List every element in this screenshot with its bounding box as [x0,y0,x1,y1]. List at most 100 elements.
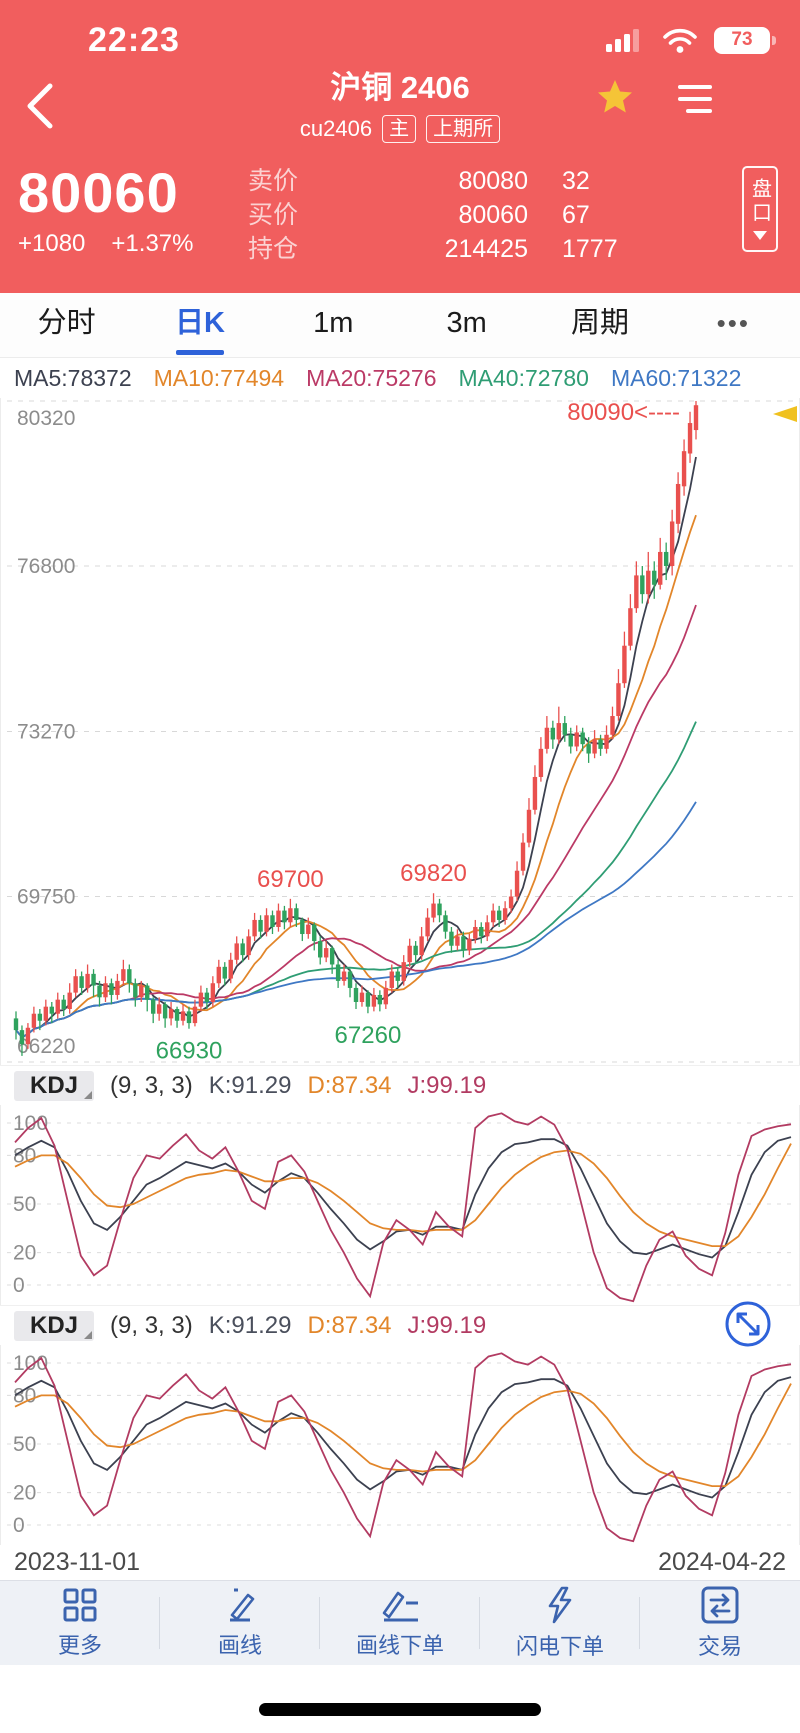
svg-text:80: 80 [13,1144,36,1167]
last-price: 80060 [18,161,179,224]
tab-minute[interactable]: 分时 [37,307,96,339]
quote-area: 80060 +1080 +1.37% 卖价 80080 32 买价 80060 … [0,162,800,282]
kdj-header-2: KDJ (9, 3, 3) K:91.29 D:87.34 J:99.19 [0,1301,800,1347]
wifi-icon [663,28,697,53]
grid-icon [63,1588,97,1621]
battery-icon: 73 [714,26,776,54]
svg-text:0: 0 [13,1274,25,1297]
open-interest-label: 持仓 [248,235,299,263]
ask-price: 80080 [458,167,528,195]
svg-text:69820: 69820 [400,860,467,887]
svg-text:80320: 80320 [17,407,75,430]
kdj-chart-frame-1: 100 80 50 20 0 [0,1105,800,1305]
ma5-value: MA5:78372 [14,364,132,391]
change-percent: +1.37% [111,230,194,257]
draw-line-label: 画线 [217,1632,262,1658]
kdj-chart-2[interactable]: 100 80 50 20 0 [1,1345,799,1545]
draw-line-order-button[interactable]: 画线下单 [320,1581,480,1665]
kdj-chart-1[interactable]: 100 80 50 20 0 [1,1105,799,1305]
star-icon [598,80,632,113]
candlestick-chart[interactable]: 80320 76800 73270 69750 66220 80090<---- 69700… [1,398,799,1065]
header: 22:23 73 [0,0,800,293]
bid-price: 80060 [458,201,528,229]
trade-label: 交易 [697,1633,742,1659]
kdj-params: (9, 3, 3) [110,1071,193,1099]
kdj-k-value-2: K:91.29 [208,1311,292,1339]
bid-label: 买价 [248,201,299,229]
ma-legend: MA5:78372 MA10:77494 MA20:75276 MA40:727… [0,358,800,398]
tab-daily-k[interactable]: 日K [133,293,266,357]
svg-text:73270: 73270 [17,721,75,744]
kdj-indicator-selector-2[interactable]: KDJ [14,1310,95,1341]
bid-qty: 67 [562,201,590,229]
kdj-k-value: K:91.29 [208,1071,292,1099]
pencil-lines-icon [382,1591,418,1621]
tab-period[interactable]: 周期 [570,307,629,339]
svg-text:100: 100 [13,1112,48,1135]
bid-ask-table: 卖价 80080 32 买价 80060 67 持仓 214425 1777 [248,162,722,282]
svg-text:50: 50 [13,1433,36,1456]
change-value: +1080 [18,230,86,257]
kdj-j-value: J:99.19 [407,1071,487,1099]
svg-text:66930: 66930 [156,1038,223,1065]
candle-chart-frame: 80320 76800 73270 69750 66220 80090<---- 69700… [0,398,800,1065]
open-interest-change: 1777 [562,235,618,263]
more-button[interactable]: 更多 [0,1581,160,1665]
bid-row: 买价 80060 67 [248,198,722,232]
ask-label: 卖价 [248,167,299,195]
home-indicator[interactable] [259,1703,541,1716]
kdj-indicator-selector[interactable]: KDJ [14,1070,95,1101]
ma20-value: MA20:75276 [306,364,437,391]
triangle-down-icon [753,231,767,240]
date-end: 2024-04-22 [658,1548,786,1576]
trade-button[interactable]: 交易 [640,1581,800,1665]
favorite-button[interactable] [596,78,634,116]
svg-text:0: 0 [13,1514,25,1537]
nav-bar: 沪铜 2406 cu2406 主 上期所 [0,62,800,162]
status-bar: 22:23 73 [0,0,800,62]
draw-line-button[interactable]: 画线 [160,1581,320,1665]
exchange-badge: 上期所 [426,115,501,143]
order-book-label: 盘口 [748,178,771,226]
kdj-header-1: KDJ (9, 3, 3) K:91.29 D:87.34 J:99.19 [0,1065,800,1105]
order-book-button[interactable]: 盘口 [742,166,778,252]
tab-more-ellipsis[interactable]: ••• [716,308,750,338]
tab-1m[interactable]: 1m [313,307,354,339]
battery-percent: 73 [731,29,753,50]
kdj-d-value-2: D:87.34 [307,1311,392,1339]
back-chevron-icon [27,83,53,129]
kdj-j-value-2: J:99.19 [407,1311,487,1339]
tab-3m[interactable]: 3m [446,307,487,339]
date-start: 2023-11-01 [14,1548,141,1576]
list-menu-icon [678,85,712,113]
pencil-icon [230,1588,255,1621]
period-tabs: 分时 日K 1m 3m 周期 ••• [0,293,800,358]
more-label: 更多 [57,1632,102,1658]
ma40-value: MA40:72780 [458,364,589,391]
svg-text:67260: 67260 [335,1022,402,1049]
svg-text:66220: 66220 [17,1035,75,1058]
contract-title: 沪铜 2406 [330,70,470,105]
svg-text:50: 50 [13,1193,36,1216]
ma60-value: MA60:71322 [610,364,742,391]
flash-order-button[interactable]: 闪电下单 [480,1581,640,1665]
back-button[interactable] [22,78,66,134]
menu-button[interactable] [678,84,712,114]
price-change: +1080 +1.37% [18,230,248,258]
bottom-safe-area [0,1665,800,1733]
open-interest-row: 持仓 214425 1777 [248,232,722,266]
svg-text:80: 80 [13,1384,36,1407]
flash-order-label: 闪电下单 [515,1633,604,1659]
kdj-params-2: (9, 3, 3) [110,1311,193,1339]
lightning-icon [548,1586,572,1623]
expand-button[interactable] [722,1298,774,1350]
contract-code: cu2406 [299,116,373,141]
svg-text:20: 20 [13,1482,36,1505]
ask-qty: 32 [562,167,590,195]
svg-text:80090<----: 80090<---- [567,399,680,426]
status-time: 22:23 [88,20,180,59]
bottom-toolbar: 更多 画线 画线下单 闪电下单 [0,1580,800,1665]
signal-icon [606,29,639,52]
draw-line-order-label: 画线下单 [355,1632,444,1658]
